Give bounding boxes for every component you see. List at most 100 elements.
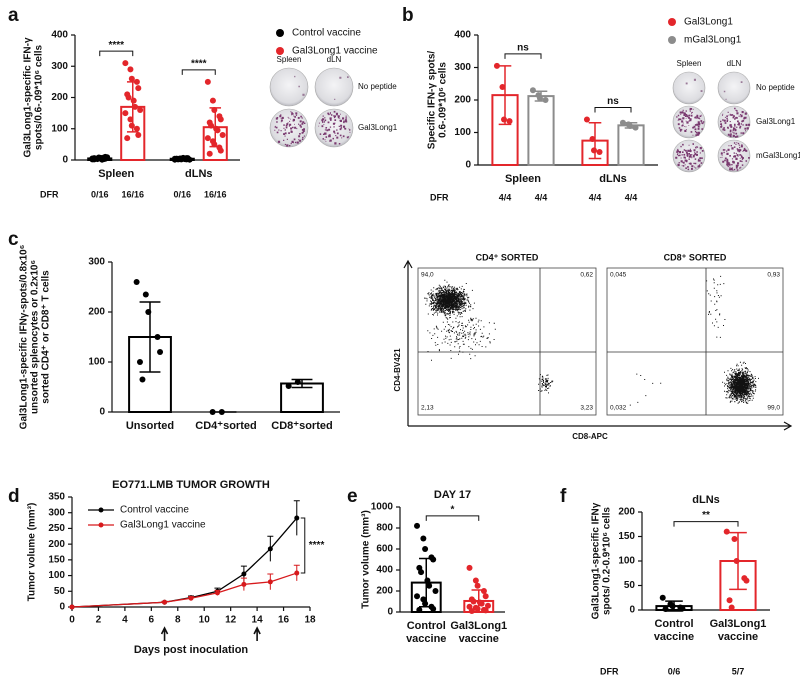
y-tick-label: 200 (88, 307, 105, 318)
x-tick-label: Spleen (505, 173, 541, 185)
y-axis-label: spots/ 0.2-0.9*10⁶ cells (602, 507, 613, 615)
data-point (128, 122, 135, 129)
significance-label: ns (607, 96, 619, 107)
flow-y-label: CD4-BV421 (393, 348, 402, 392)
y-tick-label: 0 (387, 607, 393, 618)
well-spots (719, 142, 750, 171)
y-axis-label: Gal3Long1-specific IFN-γ (23, 37, 34, 157)
significance-bracket (594, 107, 632, 113)
data-point (422, 600, 429, 607)
flow-plot-frame (606, 267, 784, 416)
y-tick-label: 300 (48, 507, 65, 518)
dfr-value: 4/4 (535, 192, 548, 202)
quadrant-value: 0,032 (610, 405, 627, 412)
well-column-label: dLN (727, 59, 742, 68)
y-axis-label: Specific IFN-γ spots/ (427, 51, 438, 150)
quadrant-value: 0,93 (767, 272, 780, 279)
data-point (499, 84, 506, 90)
significance-bracket (673, 521, 739, 527)
data-point (285, 383, 292, 389)
data-point (590, 147, 597, 154)
arrow (160, 626, 169, 641)
well (314, 108, 354, 148)
data-point (145, 309, 152, 315)
panel-letter: e (347, 486, 358, 507)
legend-label: Gal3Long1 vaccine (292, 46, 378, 57)
data-point (493, 62, 500, 69)
data-point (414, 593, 421, 600)
y-tick-label: 50 (624, 580, 636, 591)
well-column-label: Spleen (277, 55, 302, 64)
well-row-label: Gal3Long1 (756, 117, 796, 126)
cell-events (424, 279, 554, 394)
data-point (130, 97, 137, 104)
data-point (154, 334, 161, 340)
data-point (214, 590, 220, 596)
flow-y-axis (403, 259, 413, 426)
y-axis-label: Gal3Long1-specific IFNγ-spots/0.8x10⁶ (19, 245, 30, 430)
data-point (127, 116, 134, 123)
error-bar (498, 65, 512, 126)
data-point (466, 564, 473, 571)
flow-x-label: CD8-APC (572, 432, 608, 441)
y-tick-label: 400 (454, 30, 471, 41)
data-point (478, 600, 485, 607)
dfr-label: DFR (600, 666, 619, 676)
y-tick-label: 600 (376, 544, 393, 555)
data-point (589, 136, 596, 142)
quadrant-value: 0,045 (610, 272, 627, 279)
y-axis-label: spots/0.6-.09*10⁶ cells (34, 44, 45, 150)
quadrant-gates (607, 268, 783, 415)
dfr-value: 0/6 (668, 666, 681, 676)
data-point (474, 605, 481, 612)
data-point (69, 604, 75, 610)
legend-label: mGal3Long1 (684, 35, 742, 46)
significance-bracket (425, 515, 480, 521)
data-point (484, 602, 491, 609)
y-tick-label: 400 (376, 565, 393, 576)
dfr-value: 4/4 (625, 192, 638, 202)
error-bar (291, 378, 313, 389)
y-axis-label: 0.6-.09*10⁶ cells (438, 62, 449, 138)
y-axis-label: unsorted splenocytes or 0.2x10⁶ (30, 260, 41, 414)
x-tick-label: 4 (122, 615, 128, 626)
well (717, 105, 751, 139)
data-point (733, 558, 740, 564)
data-point (139, 376, 146, 383)
y-tick-label: 150 (618, 531, 635, 542)
data-point (137, 107, 144, 113)
data-point (135, 85, 142, 92)
dfr-label: DFR (430, 192, 449, 202)
data-point (214, 127, 221, 134)
legend-marker (98, 507, 104, 513)
well (269, 108, 309, 148)
data-point (500, 116, 507, 123)
well-spots (274, 111, 306, 147)
dfr-value: 16/16 (204, 189, 227, 199)
data-point (482, 607, 489, 614)
data-point (241, 571, 247, 577)
x-axis-label: Days post inoculation (134, 644, 249, 656)
data-point (178, 156, 185, 163)
data-point (208, 122, 215, 129)
data-point (480, 588, 487, 594)
x-tick-label: Control vaccine (654, 618, 694, 643)
y-tick-label: 200 (618, 507, 635, 518)
data-point (267, 579, 273, 585)
x-tick-label: Control vaccine (406, 620, 446, 645)
data-point (294, 515, 300, 521)
y-tick-label: 150 (48, 554, 65, 565)
significance-label: **** (191, 59, 207, 70)
significance-label: **** (108, 40, 124, 51)
data-point (430, 605, 437, 612)
significance-label: ** (702, 510, 710, 521)
legend-label: Gal3Long1 (684, 17, 733, 28)
y-axis-label: Gal3Long1-specific IFNγ (591, 502, 602, 619)
flow-plot-title: CD4⁺ SORTED (476, 252, 539, 262)
dfr-value: 0/16 (173, 189, 191, 199)
data-point (506, 118, 513, 125)
y-tick-label: 0 (629, 605, 635, 616)
data-point (133, 279, 140, 285)
dfr-label: DFR (40, 189, 59, 199)
y-axis-label: Tumor volume (mm³) (27, 503, 38, 602)
